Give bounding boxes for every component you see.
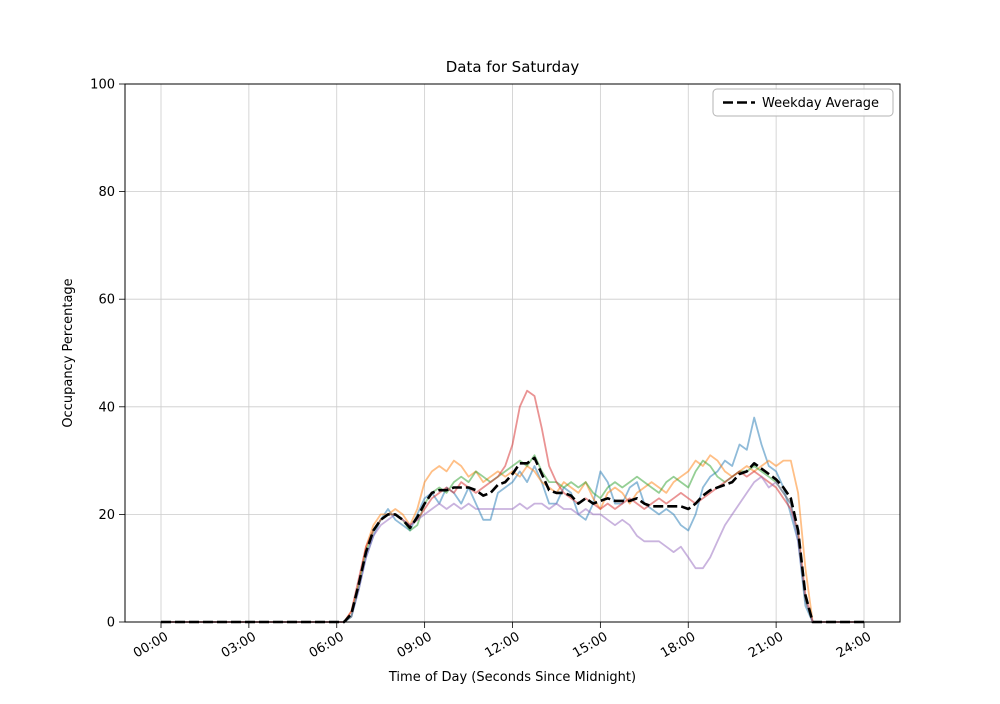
x-tick-label: 06:00 [307,629,347,661]
y-tick-label: 40 [98,400,115,415]
y-tick-label: 20 [98,508,115,523]
tick-layer: 0 20 40 60 80 100 00:00 03:00 06:00 09:00 12:00 15:… [90,78,874,662]
x-tick-label: 03:00 [219,629,259,661]
series-saturday-purple [161,475,864,623]
y-tick-label: 60 [98,293,115,308]
legend-label: Weekday Average [762,96,879,111]
x-tick-label: 00:00 [131,629,171,661]
chart-title: Data for Saturday [446,58,580,76]
series-layer [161,389,864,624]
legend-box [712,88,894,117]
x-tick-label: 15:00 [570,629,610,661]
x-tick-label: 18:00 [658,629,698,661]
x-tick-label: 12:00 [483,629,523,661]
grid-layer [125,83,900,623]
y-tick-label: 0 [107,616,115,631]
y-tick-label: 80 [98,185,115,200]
y-axis-label: Occupancy Percentage [61,278,76,427]
series-weekday-average [161,456,864,624]
x-tick-label: 09:00 [395,629,435,661]
legend: Weekday Average [712,88,894,117]
x-tick-label: 21:00 [746,629,786,661]
x-axis-label: Time of Day (Seconds Since Midnight) [388,670,636,685]
x-tick-label: 24:00 [834,629,874,661]
y-tick-label: 100 [90,78,115,93]
